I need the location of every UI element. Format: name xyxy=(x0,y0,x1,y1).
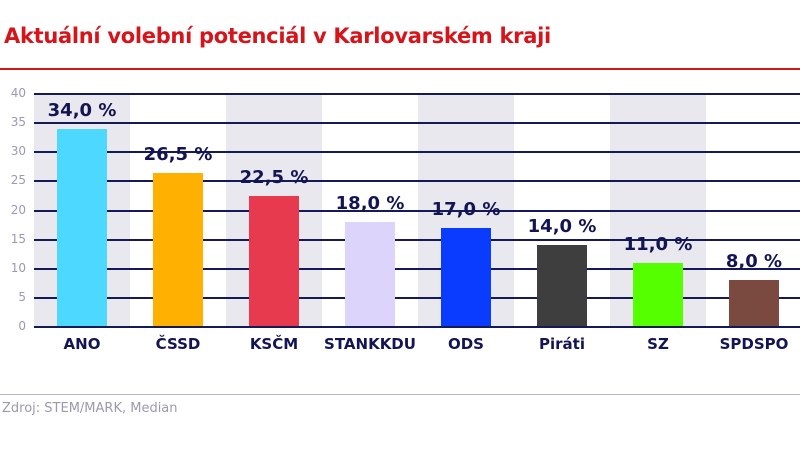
x-category-label: ČSSD xyxy=(155,335,201,353)
y-tick-label: 15 xyxy=(10,231,26,246)
chart-title: Aktuální volební potenciál v Karlovarské… xyxy=(4,24,551,48)
y-tick-label: 25 xyxy=(10,173,26,188)
value-label: 8,0 % xyxy=(725,251,783,273)
value-label: 17,0 % xyxy=(431,198,501,220)
source-note: Zdroj: STEM/MARK, Median xyxy=(2,401,178,416)
source-divider xyxy=(0,394,800,395)
y-tick-label: 30 xyxy=(10,144,26,159)
x-category-label: SZ xyxy=(647,335,669,353)
bar-ano xyxy=(57,128,107,327)
x-axis-line xyxy=(34,326,800,328)
bar-ksčm xyxy=(249,195,299,327)
bar-čssd xyxy=(153,172,203,327)
y-tick-label: 20 xyxy=(10,202,26,217)
bar-sz xyxy=(633,262,683,327)
plot-area: 34,0 % 26,5 % 22,5 % 18,0 % 17,0 % 14,0 % 11,0… xyxy=(34,93,800,327)
bar-spdspo xyxy=(729,280,779,327)
x-category-label: STANKKDU xyxy=(324,335,416,353)
gridline xyxy=(34,267,800,270)
title-divider xyxy=(0,68,800,70)
gridline xyxy=(34,93,800,95)
value-label: 14,0 % xyxy=(527,216,597,238)
x-category-label: ODS xyxy=(447,335,484,353)
x-category-label: Piráti xyxy=(539,335,585,353)
gridline xyxy=(34,122,800,125)
gridline xyxy=(34,180,800,183)
value-label: 26,5 % xyxy=(143,143,213,165)
gridline xyxy=(34,238,800,241)
y-tick-label: 5 xyxy=(18,289,26,304)
y-tick-label: 35 xyxy=(10,115,26,130)
y-tick-label: 40 xyxy=(10,86,26,100)
y-tick-label: 0 xyxy=(18,319,26,333)
value-label: 11,0 % xyxy=(623,233,693,255)
gridline xyxy=(34,209,800,212)
bar-stankkdu xyxy=(345,222,395,327)
x-category-label: ANO xyxy=(63,335,101,353)
value-label: 34,0 % xyxy=(47,99,117,121)
bar-piráti xyxy=(537,245,587,327)
gridline xyxy=(34,296,800,299)
value-label: 22,5 % xyxy=(239,166,309,188)
x-category-label: KSČM xyxy=(249,335,299,353)
gridline xyxy=(34,151,800,154)
value-label: 18,0 % xyxy=(335,193,405,215)
bar-ods xyxy=(441,227,491,327)
y-tick-label: 10 xyxy=(10,260,26,275)
x-category-label: SPDSPO xyxy=(719,335,789,353)
